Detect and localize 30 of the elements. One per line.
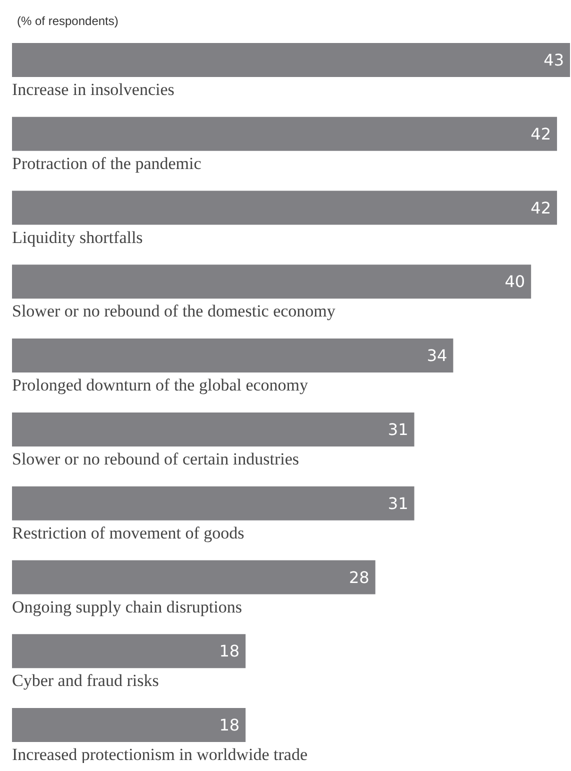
y-tick-label: Slower or no rebound of the domestic economy bbox=[12, 302, 336, 321]
bar bbox=[12, 190, 558, 225]
y-tick-label: Increase in insolvencies bbox=[12, 80, 174, 99]
y-tick-label: Protraction of the pandemic bbox=[12, 154, 202, 173]
bar bbox=[12, 116, 558, 151]
data-label: 42 bbox=[530, 124, 552, 144]
data-label: 43 bbox=[544, 50, 564, 70]
bar bbox=[12, 42, 570, 77]
data-label: 31 bbox=[388, 494, 408, 513]
y-tick-label: Prolonged downturn of the global economy bbox=[12, 376, 309, 395]
data-label: 40 bbox=[504, 272, 526, 292]
bar bbox=[12, 560, 376, 594]
bar bbox=[12, 634, 246, 668]
y-tick-label: Restriction of movement of goods bbox=[12, 523, 244, 542]
y-tick-label: Slower or no rebound of certain industries bbox=[12, 449, 300, 468]
bar bbox=[12, 412, 414, 446]
bar bbox=[12, 264, 532, 299]
y-tick-label: Liquidity shortfalls bbox=[12, 228, 143, 247]
bar bbox=[12, 708, 246, 742]
data-label: 18 bbox=[219, 716, 240, 735]
data-label: 34 bbox=[426, 346, 448, 366]
data-label: 42 bbox=[530, 198, 552, 218]
y-tick-label: Ongoing supply chain disruptions bbox=[12, 597, 242, 616]
chart-title: (% of respondents) bbox=[17, 14, 118, 28]
y-tick-label: Cyber and fraud risks bbox=[12, 671, 159, 690]
data-label: 18 bbox=[219, 642, 240, 661]
bar bbox=[12, 486, 414, 520]
data-label: 28 bbox=[348, 568, 370, 587]
data-label: 31 bbox=[388, 420, 408, 439]
bar bbox=[12, 338, 454, 373]
